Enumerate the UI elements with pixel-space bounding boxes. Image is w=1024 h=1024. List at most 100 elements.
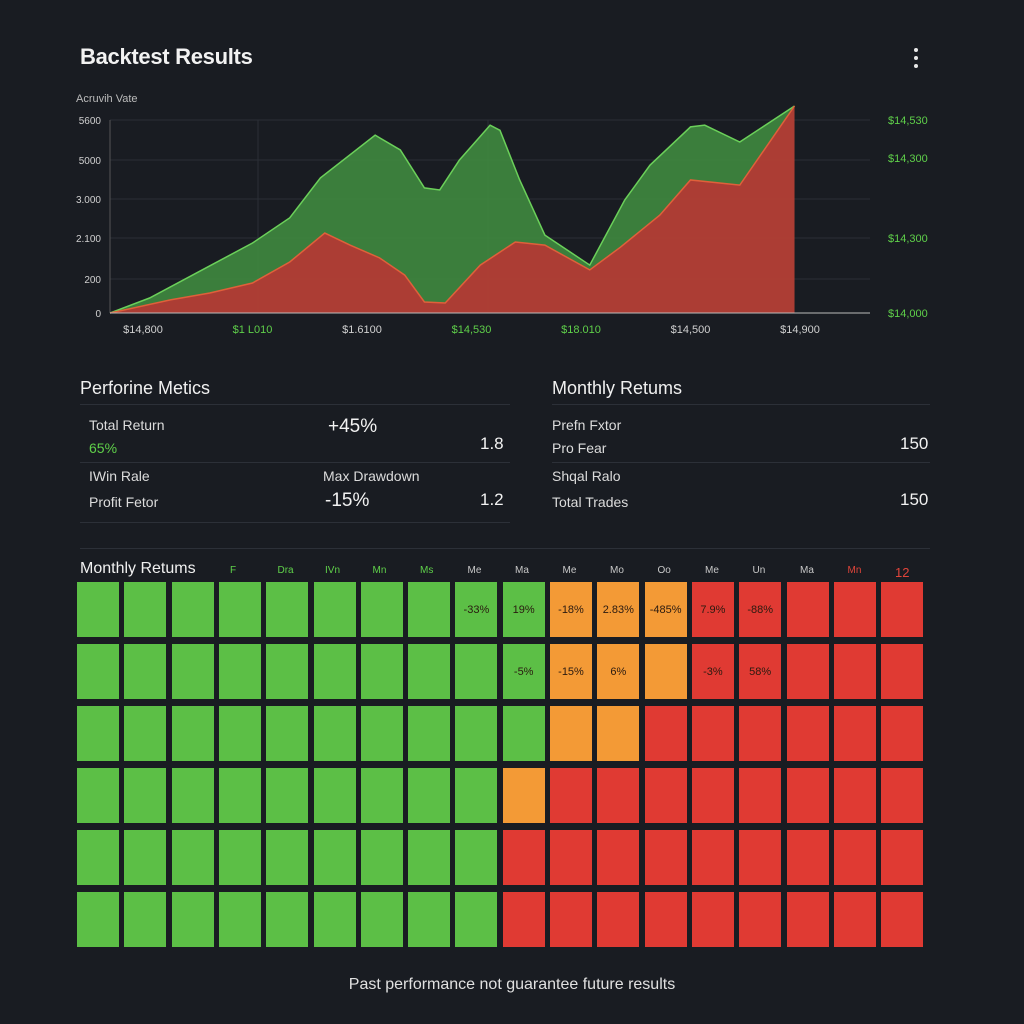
heatmap-cell: 7.9%: [691, 582, 734, 637]
heatmap-cell: [77, 644, 119, 699]
heatmap-cell: [124, 706, 167, 761]
divider: [80, 522, 510, 523]
right-tick-label: $14,530: [888, 115, 928, 127]
heatmap-cell: [786, 706, 829, 761]
heatmap-cell: [408, 644, 451, 699]
heatmap-cell: [502, 706, 545, 761]
heatmap-cell: [644, 644, 687, 699]
heatmap-cell: [691, 830, 734, 885]
x-tick-label: $18.010: [561, 324, 601, 336]
heatmap-cell: [124, 644, 167, 699]
summary-label: Prefn Fxtor: [552, 417, 622, 433]
summary-label: Total Trades: [552, 494, 629, 510]
heatmap-cell: [266, 582, 309, 637]
heatmap-cell: [833, 892, 876, 947]
heatmap-cell: 2.83%: [597, 582, 640, 637]
heatmap-cell: [218, 644, 261, 699]
heatmap-cell: [77, 768, 119, 823]
heatmap-cell: [77, 892, 119, 947]
heatmap-cell: [739, 768, 782, 823]
heatmap-cell: [171, 644, 214, 699]
summary-value: 150: [900, 490, 929, 509]
series-line: [109, 105, 796, 314]
heatmap-cell: [833, 830, 876, 885]
heatmap-cell: [833, 768, 876, 823]
heatmap-title: Monthly Retums: [80, 560, 196, 577]
max-drawdown-value: -15%: [325, 490, 370, 511]
heatmap-cell: [691, 768, 734, 823]
divider: [552, 462, 930, 463]
heatmap-cell: -18%: [550, 582, 592, 637]
heatmap-cell: [360, 706, 403, 761]
page-title: Backtest Results: [80, 44, 253, 69]
heatmap-cell: -5%: [502, 644, 545, 699]
heatmap-cell: [218, 768, 261, 823]
heatmap-cell: [408, 706, 451, 761]
summary-value: 150: [900, 434, 929, 453]
heatmap-column-header: F: [230, 565, 237, 576]
heatmap-cell: [124, 768, 167, 823]
heatmap-cell: [739, 892, 782, 947]
heatmap-cell: [266, 706, 309, 761]
heatmap-cell: [550, 830, 592, 885]
heatmap-cell: [266, 768, 309, 823]
heatmap-cell: [739, 830, 782, 885]
heatmap-column-header: IVn: [325, 565, 341, 576]
heatmap-cell: [313, 582, 356, 637]
heatmap-cell: [881, 644, 924, 699]
heatmap-cell: [597, 768, 640, 823]
heatmap-cell: [881, 830, 924, 885]
heatmap-cell: [408, 582, 451, 637]
heatmap-cell: [266, 644, 309, 699]
right-tick-label: $14,300: [888, 233, 928, 245]
right-tick-label: $14,300: [888, 153, 928, 165]
heatmap-cell: [786, 830, 829, 885]
heatmap-cell: [786, 768, 829, 823]
max-drawdown-label: Max Drawdown: [323, 468, 420, 484]
heatmap-cell: -15%: [550, 644, 592, 699]
heatmap-cell: [408, 892, 451, 947]
heatmap-column-header: Un: [752, 565, 766, 576]
heatmap-cell: [833, 706, 876, 761]
total-return-sub: 65%: [89, 440, 118, 456]
heatmap-cell: [550, 892, 592, 947]
heatmap-column-header: Me: [562, 565, 577, 576]
y-tick-label: 5000: [79, 156, 102, 167]
heatmap-cell: [218, 582, 261, 637]
heatmap-cell: [171, 768, 214, 823]
heatmap-cell: [644, 706, 687, 761]
heatmap-cell: [218, 830, 261, 885]
heatmap-cell: [833, 644, 876, 699]
series-line: [109, 105, 795, 314]
divider: [80, 548, 930, 549]
heatmap-cell: [360, 768, 403, 823]
divider: [552, 404, 930, 405]
heatmap-cell: [881, 768, 924, 823]
heatmap-cell: [77, 830, 119, 885]
heatmap-column-header: Mn: [847, 565, 862, 576]
y-tick-label: 200: [84, 275, 101, 286]
heatmap-cell: [786, 644, 829, 699]
more-vertical-icon[interactable]: [906, 44, 926, 72]
heatmap-column-header: Ma: [515, 565, 529, 576]
heatmap-column-header: Ma: [800, 565, 814, 576]
heatmap-cell: [597, 706, 640, 761]
y-tick-label: 2.100: [76, 234, 101, 245]
heatmap-cell: [360, 830, 403, 885]
total-return-value: +45%: [328, 416, 378, 437]
heatmap-cell: [171, 582, 214, 637]
heatmap-cell: [360, 644, 403, 699]
heatmap-cell: [171, 706, 214, 761]
heatmap-cell: [408, 830, 451, 885]
summary-label: Pro Fear: [552, 440, 607, 456]
heatmap-cell: [313, 644, 356, 699]
x-tick-label: $14,530: [452, 324, 492, 336]
heatmap-cell: [124, 830, 167, 885]
heatmap-cell: [455, 644, 498, 699]
right-tick-label: $14,000: [888, 308, 928, 320]
heatmap-cell: [644, 830, 687, 885]
x-tick-label: $14,900: [780, 324, 820, 336]
heatmap-column-header: Me: [705, 565, 719, 576]
heatmap-column-header: Me: [467, 565, 482, 576]
y-tick-label: 0: [95, 309, 101, 320]
